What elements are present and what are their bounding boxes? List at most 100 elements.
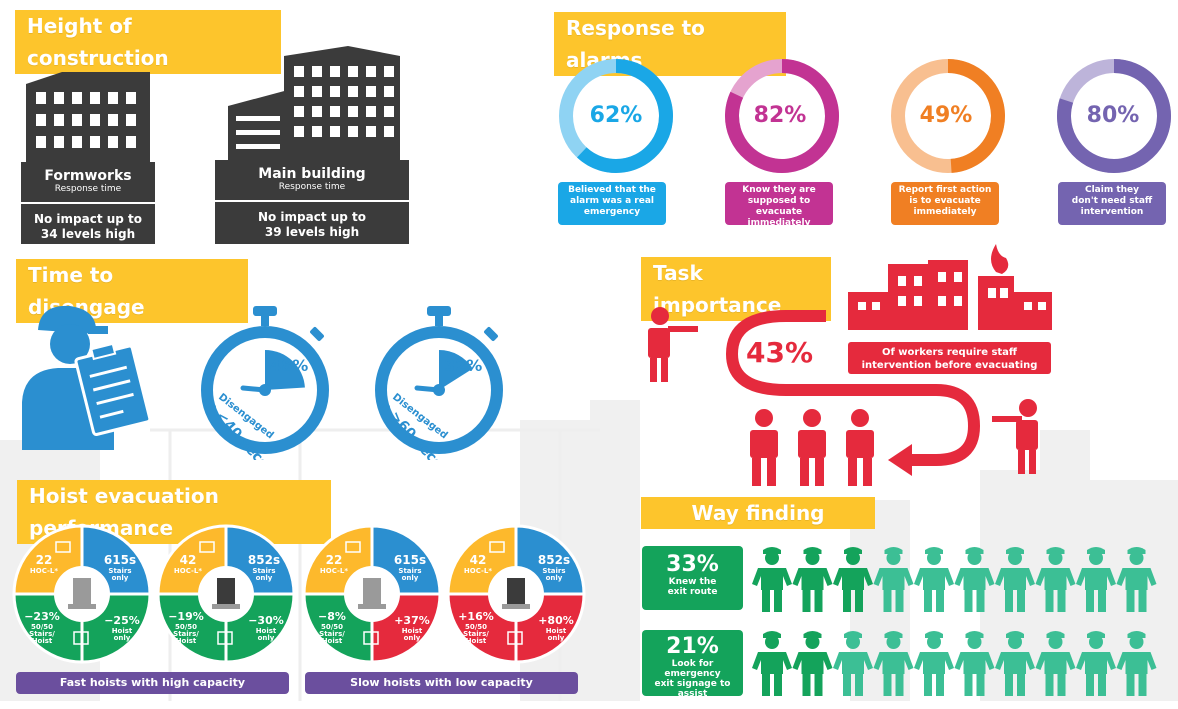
formworks-note: No impact up to 34 levels high bbox=[21, 204, 155, 244]
task-illustration bbox=[648, 244, 1052, 486]
hoist-bl-label3: Hoist bbox=[176, 637, 197, 645]
hoist-bl-value: −8% bbox=[318, 610, 346, 623]
formworks-building-icon bbox=[26, 72, 150, 162]
hoist-circles: 22HOC-L*615sStairsonly−23%50/50Stairs/Ho… bbox=[12, 524, 586, 664]
worker-icon bbox=[995, 547, 1035, 612]
alarm-pct-1: 62% bbox=[589, 103, 643, 128]
main-building-icon bbox=[228, 46, 400, 160]
hoist-tl-label: HOC-L* bbox=[320, 567, 348, 575]
alarm-ring-value bbox=[576, 59, 673, 173]
hoist-tr-value: 852s bbox=[248, 553, 280, 567]
hoist-bl-value: +16% bbox=[458, 610, 494, 623]
alarm-ring-value bbox=[1057, 59, 1171, 173]
hoist-building-icon bbox=[507, 578, 525, 604]
worker-icon bbox=[954, 631, 995, 696]
worker-icon bbox=[752, 547, 792, 612]
hoist-bl-label3: Hoist bbox=[322, 637, 343, 645]
stopwatch-wedge bbox=[439, 350, 473, 390]
alarm-label-3: Report first action is to evacuate immedia… bbox=[891, 182, 999, 225]
hoist-tl-label: HOC-L* bbox=[464, 567, 492, 575]
section-title-height: Height of construction bbox=[15, 10, 281, 74]
hoist-br-value: +37% bbox=[394, 614, 430, 627]
hoist-tr-label2: only bbox=[546, 574, 563, 582]
hoist-bl-label: 50/50 bbox=[321, 623, 343, 631]
hoist-br-value: +80% bbox=[538, 614, 574, 627]
hoist-bl-label: 50/50 bbox=[465, 623, 487, 631]
hoist-tr-value: 615s bbox=[104, 553, 136, 567]
worker-icon bbox=[833, 547, 873, 612]
hoist-tr-label: Stairs bbox=[398, 567, 421, 575]
stopwatch-2-pct: 32% bbox=[444, 356, 483, 375]
worker-icon bbox=[954, 547, 995, 612]
stopwatch-crown bbox=[427, 306, 451, 316]
worker-icon bbox=[752, 631, 792, 696]
alarm-rings bbox=[559, 59, 1171, 173]
wayfinding-box-2: 21% Look for emergency exit signage to a… bbox=[642, 630, 743, 709]
worker-icon bbox=[1035, 547, 1076, 612]
worker-icon bbox=[833, 631, 873, 696]
task-caption: Of workers require staff intervention be… bbox=[848, 342, 1051, 374]
alarm-label-2: Know they are supposed to evacuate immedia… bbox=[725, 182, 833, 228]
hoist-bl-label2: Stairs/ bbox=[319, 630, 345, 638]
section-title-wayfinding: Way finding bbox=[641, 497, 875, 529]
stopwatch-1-pct: 48% bbox=[270, 356, 309, 375]
worker-icon bbox=[914, 631, 954, 696]
hoist-br-label2: only bbox=[258, 634, 275, 642]
hoist-tl-value: 42 bbox=[180, 553, 197, 567]
hoist-bl-label: 50/50 bbox=[31, 623, 53, 631]
task-pct: 43% bbox=[746, 336, 814, 369]
hoist-tr-label: Stairs bbox=[108, 567, 131, 575]
hoist-tl-value: 22 bbox=[36, 553, 53, 567]
worker-clipboard-icon bbox=[22, 305, 152, 450]
hoist-bl-label2: Stairs/ bbox=[463, 630, 489, 638]
hoist-bl-label3: Hoist bbox=[466, 637, 487, 645]
wayfinding-workers bbox=[752, 547, 1157, 696]
hoist-tr-label: Stairs bbox=[252, 567, 275, 575]
stopwatch-crown bbox=[253, 306, 277, 316]
hoist-tr-label2: only bbox=[256, 574, 273, 582]
alarm-label-4: Claim they don't need staff intervention bbox=[1058, 182, 1166, 225]
hoist-building-icon bbox=[73, 578, 91, 604]
worker-icon bbox=[1076, 631, 1116, 696]
hoist-tr-label2: only bbox=[402, 574, 419, 582]
fast-hoists-label: Fast hoists with high capacity bbox=[16, 672, 289, 694]
worker-icon bbox=[995, 631, 1035, 696]
worker-icon bbox=[1076, 547, 1116, 612]
hoist-bl-value: −19% bbox=[168, 610, 204, 623]
hoist-br-label: Hoist bbox=[402, 627, 423, 635]
slow-hoists-label: Slow hoists with low capacity bbox=[305, 672, 578, 694]
hoist-bl-label3: Hoist bbox=[32, 637, 53, 645]
wayfinding-box-1: 33% Knew the exit route bbox=[642, 546, 743, 610]
main-building-note: No impact up to 39 levels high bbox=[215, 202, 409, 244]
worker-icon bbox=[873, 631, 914, 696]
worker-icon bbox=[1116, 631, 1157, 696]
hoist-br-label2: only bbox=[404, 634, 421, 642]
stopwatch-wedge bbox=[265, 350, 305, 390]
worker-icon bbox=[792, 547, 833, 612]
hoist-tl-label: HOC-L* bbox=[174, 567, 202, 575]
hoist-br-value: −25% bbox=[104, 614, 140, 627]
hoist-br-value: −30% bbox=[248, 614, 284, 627]
alarm-pct-3: 49% bbox=[919, 103, 973, 128]
worker-icon bbox=[873, 547, 914, 612]
alarm-ring-value bbox=[947, 59, 1005, 173]
hoist-building-icon bbox=[363, 578, 381, 604]
formworks-label: Formworks Response time bbox=[21, 162, 155, 202]
main-building-label: Main building Response time bbox=[215, 160, 409, 200]
hoist-tr-label2: only bbox=[112, 574, 129, 582]
hoist-bl-value: −23% bbox=[24, 610, 60, 623]
hoist-bl-label: 50/50 bbox=[175, 623, 197, 631]
hoist-tl-label: HOC-L* bbox=[30, 567, 58, 575]
hoist-bl-label2: Stairs/ bbox=[173, 630, 199, 638]
worker-icon bbox=[1116, 547, 1157, 612]
hoist-br-label2: only bbox=[114, 634, 131, 642]
hoist-br-label2: only bbox=[548, 634, 565, 642]
hoist-building-icon bbox=[217, 578, 235, 604]
hoist-tl-value: 22 bbox=[326, 553, 343, 567]
worker-icon bbox=[914, 547, 954, 612]
alarm-pct-4: 80% bbox=[1086, 103, 1140, 128]
hoist-bl-label2: Stairs/ bbox=[29, 630, 55, 638]
hoist-tr-value: 615s bbox=[394, 553, 426, 567]
hoist-tl-value: 42 bbox=[470, 553, 487, 567]
